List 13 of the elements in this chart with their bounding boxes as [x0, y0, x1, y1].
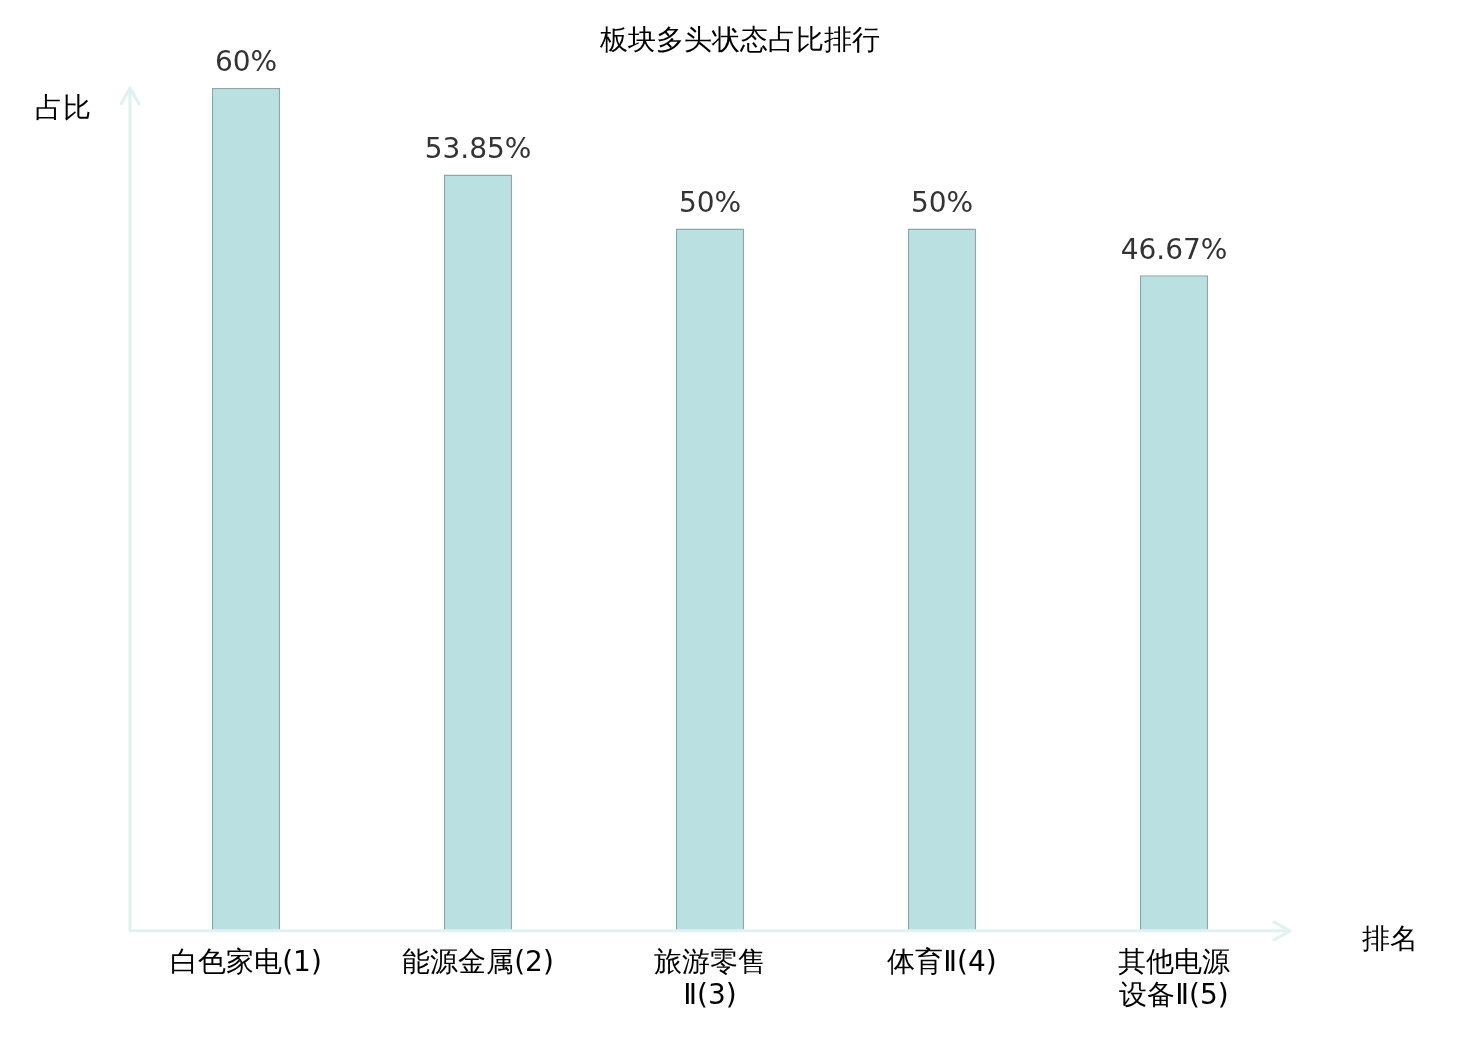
x-axis-title: 排名: [1362, 922, 1418, 956]
chart-title: 板块多头状态占比排行: [599, 23, 880, 57]
data-label: 60%: [214, 45, 278, 79]
x-tick-label: 体育Ⅱ(4): [887, 944, 997, 978]
x-tick-label: 旅游零售Ⅱ(3): [654, 944, 766, 1012]
data-label: 50%: [910, 185, 974, 219]
data-label: 46.67%: [1120, 232, 1228, 266]
x-tick-label: 白色家电(1): [170, 944, 322, 978]
x-tick-label: 其他电源设备Ⅱ(5): [1118, 944, 1230, 1012]
y-axis-title: 占比: [35, 91, 91, 125]
data-label: 50%: [678, 185, 742, 219]
data-label: 53.85%: [424, 131, 532, 165]
x-tick-label: 能源金属(2): [402, 944, 554, 978]
